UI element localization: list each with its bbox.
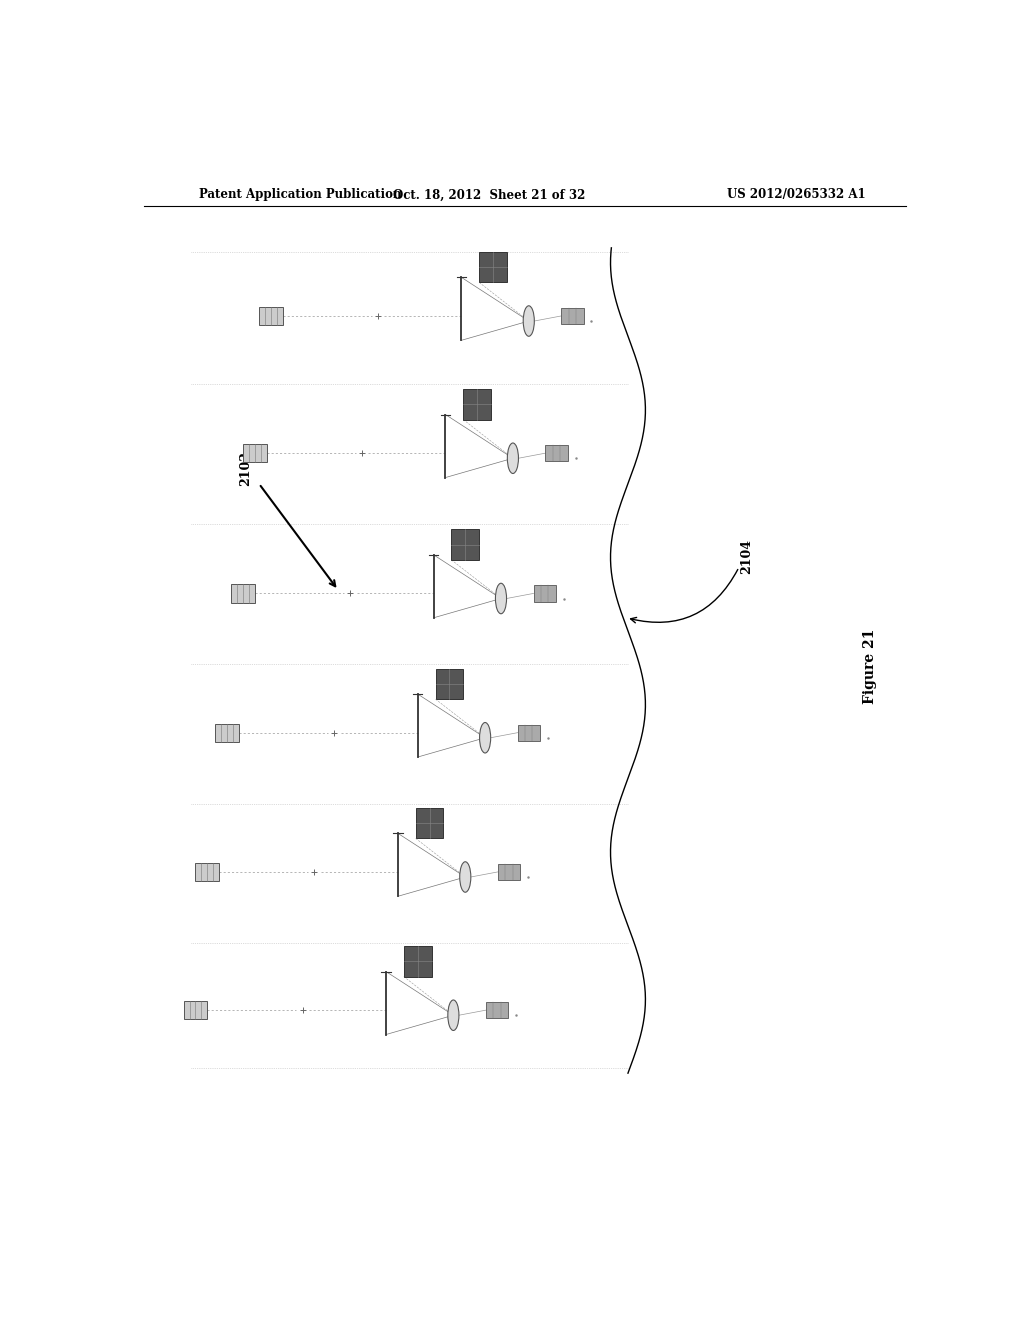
Text: Oct. 18, 2012  Sheet 21 of 32: Oct. 18, 2012 Sheet 21 of 32 (393, 189, 586, 202)
Bar (215, 723, 240, 742)
Bar (534, 585, 556, 602)
Ellipse shape (447, 1001, 459, 1031)
Bar (498, 863, 520, 880)
Bar (435, 669, 463, 700)
Ellipse shape (507, 444, 518, 474)
Text: 2104: 2104 (740, 540, 754, 574)
Bar (486, 1002, 508, 1018)
Bar (479, 252, 507, 282)
Ellipse shape (460, 862, 471, 892)
Bar (183, 1001, 207, 1019)
Text: Figure 21: Figure 21 (863, 628, 877, 705)
Text: 2102: 2102 (239, 451, 252, 486)
Ellipse shape (523, 306, 535, 337)
Bar (416, 808, 443, 838)
Bar (196, 863, 219, 880)
Bar (259, 306, 283, 325)
Text: US 2012/0265332 A1: US 2012/0265332 A1 (727, 189, 866, 202)
Ellipse shape (479, 722, 490, 752)
Bar (403, 946, 431, 977)
Bar (463, 389, 492, 420)
Bar (243, 444, 267, 462)
Bar (518, 725, 540, 741)
Bar (452, 529, 479, 560)
Bar (561, 308, 584, 325)
Text: Patent Application Publication: Patent Application Publication (200, 189, 402, 202)
Bar (546, 445, 567, 461)
Ellipse shape (496, 583, 507, 614)
Bar (231, 585, 255, 602)
